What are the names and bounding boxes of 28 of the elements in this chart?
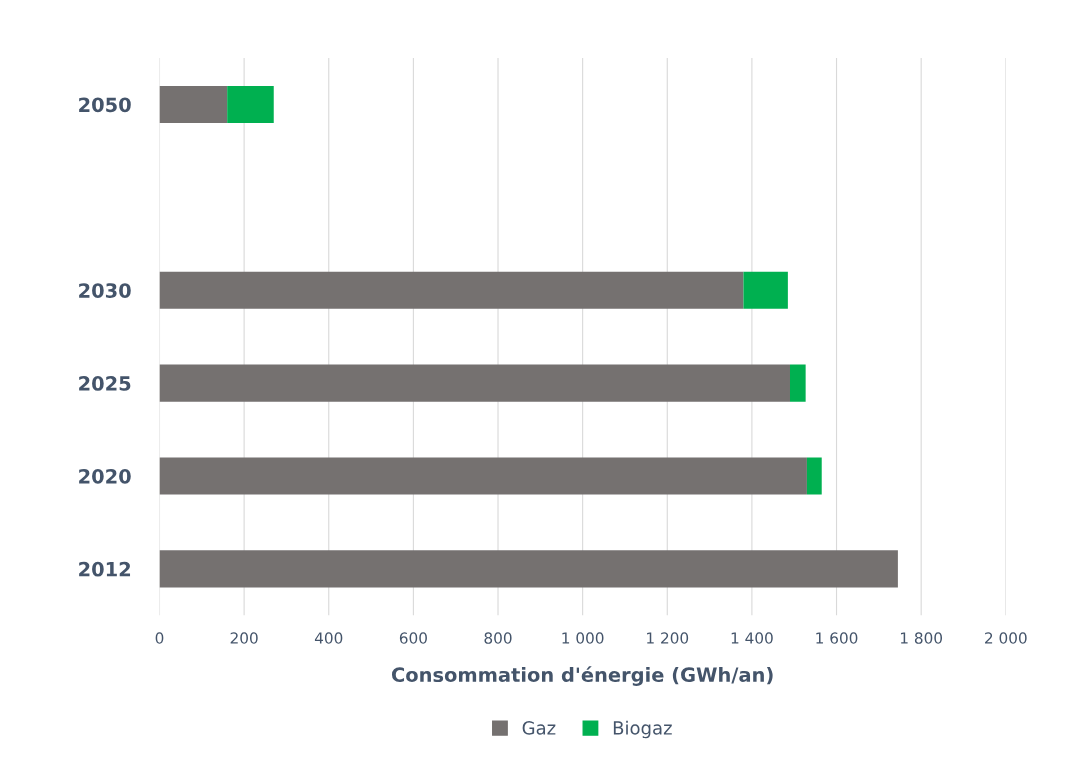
x-tick-label: 0: [155, 632, 164, 644]
y-tick-label: 2012: [79, 561, 131, 577]
x-tick-label: 2 000: [985, 632, 1027, 644]
x-tick-label: 400: [314, 632, 343, 644]
bar: [159, 271, 744, 309]
bar: [806, 457, 822, 495]
x-axis-title: Consommation d'énergie (GWh/an): [391, 666, 773, 686]
bar: [159, 457, 807, 495]
bar: [159, 85, 228, 124]
legend-label: Gaz: [522, 721, 556, 735]
y-tick-label: 2050: [79, 97, 131, 113]
x-tick-label: 600: [399, 632, 427, 644]
legend-label: Biogaz: [613, 720, 672, 739]
y-tick-label: 2020: [79, 468, 131, 484]
y-tick-label: 2030: [79, 283, 131, 298]
bar: [227, 85, 274, 124]
bar: [743, 271, 788, 309]
bar: [789, 364, 806, 402]
x-tick-label: 1 800: [900, 632, 943, 644]
x-tick-label: 1 200: [647, 632, 689, 644]
x-tick-label: 1 600: [816, 632, 858, 644]
x-tick-label: 1 000: [562, 632, 604, 644]
bar: [159, 550, 898, 588]
x-tick-label: 200: [230, 632, 258, 644]
y-tick-label: 2025: [79, 376, 131, 391]
x-tick-label: 1 400: [731, 632, 773, 644]
x-tick-label: 800: [484, 632, 512, 644]
bar: [159, 364, 790, 402]
